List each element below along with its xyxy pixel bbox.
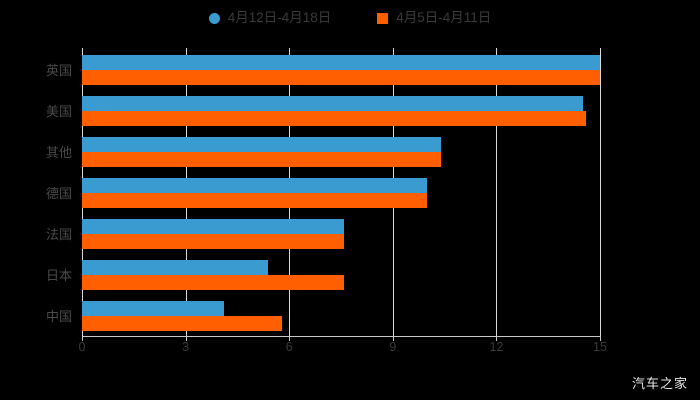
- bar: [82, 178, 428, 193]
- x-axis-tick-label: 0: [78, 340, 86, 354]
- bar: [82, 193, 428, 208]
- legend-item[interactable]: 4月12日-4月18日: [208, 10, 332, 26]
- category-label: 英国: [45, 63, 72, 78]
- chart-legend: 4月12日-4月18日 4月5日-4月11日: [0, 6, 700, 30]
- legend-label: 4月5日-4月11日: [396, 10, 492, 26]
- x-axis-tick-mark: [82, 336, 83, 341]
- bar: [82, 219, 345, 234]
- x-axis-tick-label: 9: [389, 340, 397, 354]
- circle-marker-icon: [208, 12, 220, 24]
- bar: [82, 301, 224, 316]
- category-label: 德国: [45, 186, 72, 201]
- category-label: 日本: [45, 268, 72, 283]
- bar: [82, 316, 283, 331]
- bar: [82, 137, 442, 152]
- watermark: 汽车之家: [631, 376, 688, 391]
- gridline: [496, 48, 498, 336]
- bar: [82, 275, 345, 290]
- x-axis-tick-label: 6: [285, 340, 293, 354]
- bar: [82, 70, 600, 85]
- category-label: 美国: [45, 104, 72, 119]
- x-axis-tick-mark: [289, 336, 291, 341]
- bar: [82, 152, 442, 167]
- legend-item[interactable]: 4月5日-4月11日: [377, 11, 491, 25]
- x-axis-tick-mark: [185, 336, 187, 341]
- category-label: 中国: [45, 309, 72, 324]
- category-label: 法国: [45, 227, 72, 242]
- category-label: 其他: [45, 145, 72, 160]
- x-axis-tick-mark: [392, 336, 394, 341]
- bar: [82, 96, 583, 111]
- bar: [82, 260, 269, 275]
- x-axis-tick-label: 3: [182, 340, 190, 354]
- x-axis-tick-label: 12: [489, 340, 504, 354]
- legend-label: 4月12日-4月18日: [227, 10, 332, 26]
- plot-area: [82, 48, 601, 336]
- x-axis-tick-mark: [600, 336, 601, 341]
- x-axis-tick-mark: [496, 336, 498, 341]
- x-axis-tick-label: 15: [593, 340, 607, 354]
- bar: [82, 111, 587, 126]
- bar: [82, 234, 345, 249]
- gridline: [600, 48, 601, 336]
- bar: [82, 55, 600, 70]
- x-axis-line: [82, 336, 601, 337]
- square-marker-icon: [377, 12, 389, 24]
